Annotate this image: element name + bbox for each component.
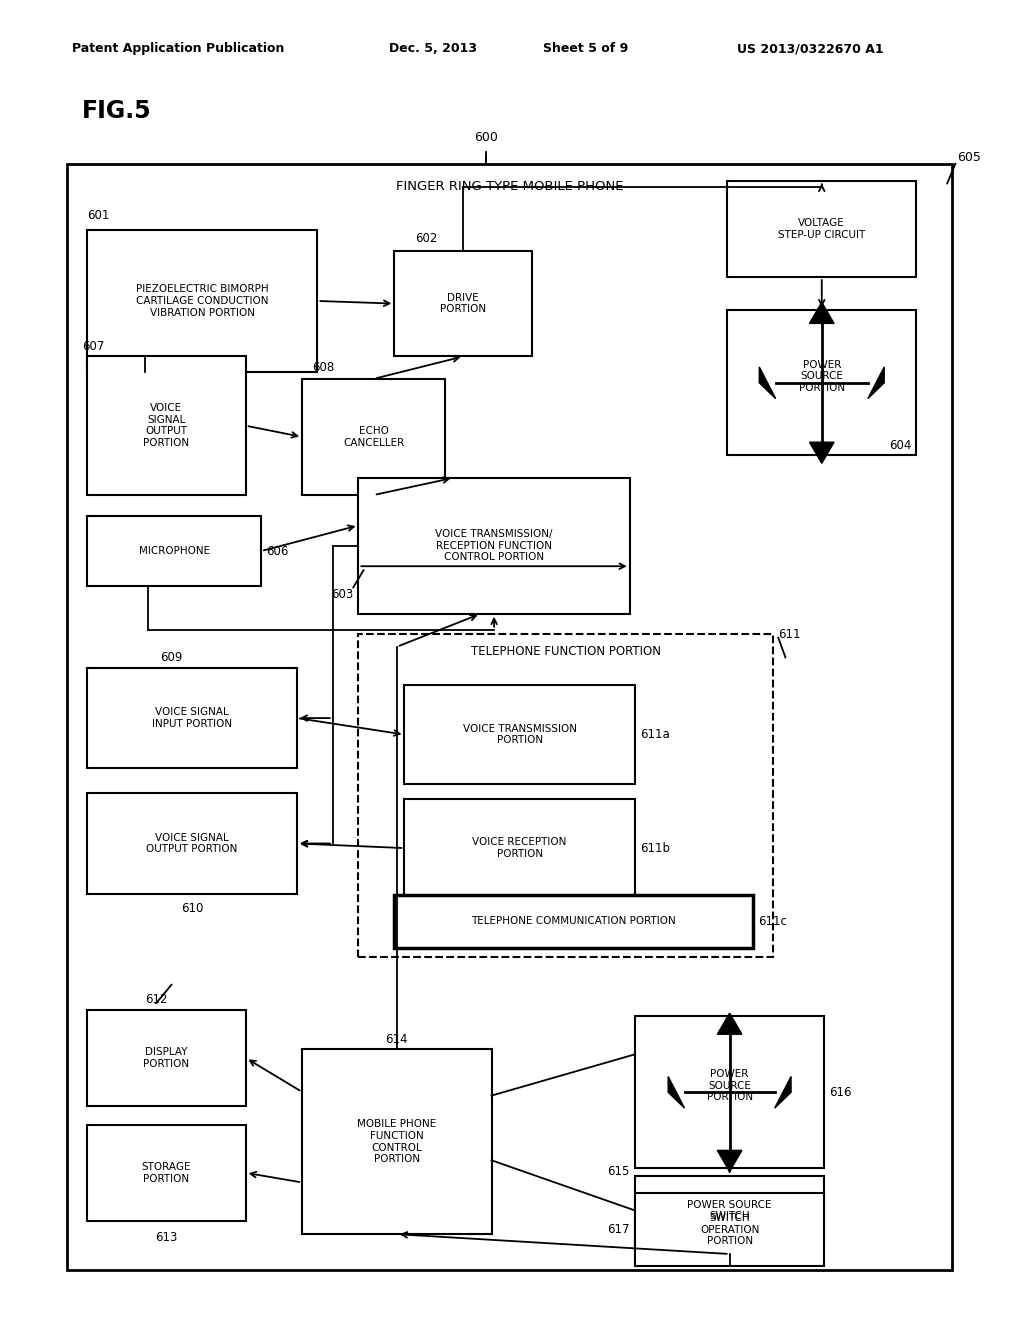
Text: 608: 608: [312, 360, 335, 374]
Text: VOLTAGE
STEP-UP CIRCUIT: VOLTAGE STEP-UP CIRCUIT: [778, 218, 865, 240]
Text: POWER
SOURCE
PORTION: POWER SOURCE PORTION: [799, 359, 845, 393]
FancyBboxPatch shape: [87, 516, 261, 586]
Text: SWITCH
OPERATION
PORTION: SWITCH OPERATION PORTION: [700, 1213, 759, 1246]
FancyBboxPatch shape: [727, 310, 916, 455]
Polygon shape: [717, 1014, 741, 1035]
Text: POWER
SOURCE
PORTION: POWER SOURCE PORTION: [707, 1069, 753, 1102]
Text: MOBILE PHONE
FUNCTION
CONTROL
PORTION: MOBILE PHONE FUNCTION CONTROL PORTION: [357, 1119, 436, 1164]
FancyBboxPatch shape: [358, 634, 773, 957]
Text: 603: 603: [331, 587, 353, 601]
FancyBboxPatch shape: [87, 230, 317, 372]
FancyBboxPatch shape: [394, 251, 532, 356]
FancyBboxPatch shape: [635, 1193, 824, 1266]
Text: VOICE RECEPTION
PORTION: VOICE RECEPTION PORTION: [472, 837, 567, 859]
Text: DRIVE
PORTION: DRIVE PORTION: [440, 293, 486, 314]
FancyBboxPatch shape: [302, 379, 445, 495]
Polygon shape: [717, 1150, 741, 1172]
Text: POWER SOURCE
SWITCH: POWER SOURCE SWITCH: [687, 1200, 772, 1221]
Text: VOICE SIGNAL
INPUT PORTION: VOICE SIGNAL INPUT PORTION: [152, 708, 232, 729]
Text: 611: 611: [778, 627, 801, 640]
Text: MICROPHONE: MICROPHONE: [138, 546, 210, 556]
Text: 615: 615: [607, 1164, 630, 1177]
Text: 613: 613: [156, 1230, 177, 1243]
Text: 617: 617: [607, 1224, 630, 1236]
FancyBboxPatch shape: [87, 1125, 246, 1221]
Text: STORAGE
PORTION: STORAGE PORTION: [141, 1162, 191, 1184]
Polygon shape: [759, 367, 776, 399]
FancyBboxPatch shape: [404, 685, 635, 784]
FancyBboxPatch shape: [394, 895, 753, 948]
Text: 616: 616: [829, 1086, 852, 1098]
Text: DISPLAY
PORTION: DISPLAY PORTION: [143, 1047, 189, 1069]
Text: Dec. 5, 2013: Dec. 5, 2013: [389, 42, 477, 55]
FancyBboxPatch shape: [87, 668, 297, 768]
Text: 607: 607: [82, 339, 104, 352]
Text: US 2013/0322670 A1: US 2013/0322670 A1: [737, 42, 884, 55]
Text: PIEZOELECTRIC BIMORPH
CARTILAGE CONDUCTION
VIBRATION PORTION: PIEZOELECTRIC BIMORPH CARTILAGE CONDUCTI…: [136, 284, 268, 318]
Polygon shape: [668, 1077, 684, 1109]
Text: VOICE TRANSMISSION
PORTION: VOICE TRANSMISSION PORTION: [463, 723, 577, 746]
Text: 606: 606: [266, 545, 289, 557]
Text: FIG.5: FIG.5: [82, 99, 152, 123]
Text: VOICE TRANSMISSION/
RECEPTION FUNCTION
CONTROL PORTION: VOICE TRANSMISSION/ RECEPTION FUNCTION C…: [435, 529, 553, 562]
Text: ECHO
CANCELLER: ECHO CANCELLER: [343, 426, 404, 447]
Text: 611b: 611b: [640, 842, 670, 854]
FancyBboxPatch shape: [635, 1016, 824, 1168]
FancyBboxPatch shape: [727, 181, 916, 277]
FancyBboxPatch shape: [302, 1049, 492, 1234]
Text: VOICE
SIGNAL
OUTPUT
PORTION: VOICE SIGNAL OUTPUT PORTION: [143, 404, 189, 447]
Polygon shape: [809, 302, 834, 323]
Text: 609: 609: [161, 651, 182, 664]
Text: VOICE SIGNAL
OUTPUT PORTION: VOICE SIGNAL OUTPUT PORTION: [146, 833, 238, 854]
FancyBboxPatch shape: [404, 799, 635, 898]
Text: 611a: 611a: [640, 729, 670, 741]
Polygon shape: [809, 442, 834, 463]
FancyBboxPatch shape: [67, 164, 952, 1270]
FancyBboxPatch shape: [358, 478, 630, 614]
Text: TELEPHONE COMMUNICATION PORTION: TELEPHONE COMMUNICATION PORTION: [471, 916, 676, 927]
Text: TELEPHONE FUNCTION PORTION: TELEPHONE FUNCTION PORTION: [471, 645, 660, 659]
Text: 614: 614: [386, 1032, 408, 1045]
FancyBboxPatch shape: [87, 356, 246, 495]
Text: 605: 605: [957, 150, 981, 164]
FancyBboxPatch shape: [87, 1010, 246, 1106]
Text: 602: 602: [415, 231, 437, 244]
Text: 611c: 611c: [758, 915, 786, 928]
Text: Patent Application Publication: Patent Application Publication: [72, 42, 284, 55]
Text: 604: 604: [889, 438, 911, 451]
Polygon shape: [868, 367, 885, 399]
FancyBboxPatch shape: [87, 793, 297, 894]
Text: 610: 610: [181, 902, 203, 915]
Text: FINGER RING TYPE MOBILE PHONE: FINGER RING TYPE MOBILE PHONE: [395, 180, 624, 193]
Text: Sheet 5 of 9: Sheet 5 of 9: [543, 42, 628, 55]
Text: 612: 612: [145, 993, 167, 1006]
Polygon shape: [775, 1077, 792, 1109]
FancyBboxPatch shape: [635, 1176, 824, 1245]
Text: 601: 601: [87, 209, 110, 222]
Text: 600: 600: [474, 131, 499, 144]
